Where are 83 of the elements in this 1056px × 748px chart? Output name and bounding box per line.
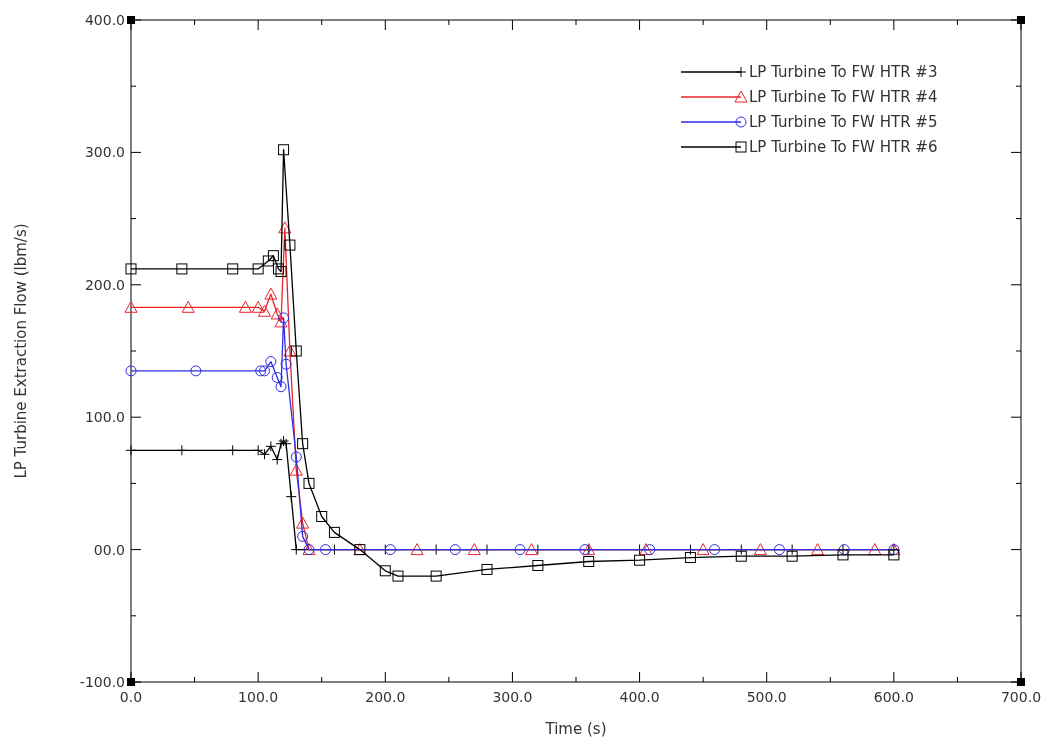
point [379,565,391,577]
point [303,477,315,489]
point [696,543,710,556]
point [264,287,278,300]
point [786,550,798,562]
point [258,304,271,317]
point [259,365,270,377]
point [296,516,310,529]
point [639,543,653,556]
point [124,300,138,313]
point [579,544,591,556]
x-tick-label: 600.0 [873,689,914,705]
y-tick-label: 400.0 [84,12,125,28]
legend-label: LP Turbine To FW HTR #4 [749,88,938,106]
point [283,344,297,357]
legend-label: LP Turbine To FW HTR #5 [749,113,938,131]
x-tick-label: 0.0 [119,689,143,705]
point [270,307,284,320]
y-axis-title: LP Turbine Extraction Flow (lbm/s) [12,223,30,479]
point [275,381,287,393]
point [320,544,332,556]
x-tick-label: 500.0 [746,689,787,705]
point [181,300,195,313]
point [278,144,290,156]
x-tick-label: 400.0 [619,689,660,705]
point [274,315,288,328]
point [316,511,328,522]
point [176,263,188,275]
point [267,250,279,262]
point [297,530,309,542]
point [634,554,646,566]
point [583,556,595,568]
point [837,549,849,561]
point [525,543,538,556]
point [430,570,442,582]
point [328,526,340,538]
point [297,438,309,450]
point [811,543,825,556]
point [284,239,296,251]
point [290,451,302,463]
point [289,463,303,476]
point [238,300,252,313]
point [190,365,202,377]
point [255,365,267,377]
point [265,356,277,368]
point [709,544,721,556]
point [290,345,302,357]
legend-label: LP Turbine To FW HTR #3 [749,63,938,81]
point [888,549,900,561]
point [684,552,696,564]
point [532,559,544,571]
legend-label: LP Turbine To FW HTR #6 [749,138,938,156]
x-tick-label: 200.0 [365,689,406,705]
x-tick-label: 700.0 [1000,689,1042,705]
point [125,263,137,275]
point [410,543,424,556]
point [467,543,481,556]
point [280,358,292,370]
point [449,544,461,556]
point [773,544,785,556]
point [514,544,526,556]
y-tick-label: 00.0 [93,541,125,558]
point [735,550,747,562]
x-tick-label: 300.0 [492,689,533,705]
point [278,221,292,234]
point [753,543,767,556]
y-tick-label: 200.0 [84,276,125,293]
point [262,255,274,267]
point [125,365,137,377]
point [227,263,239,275]
point [251,300,265,313]
point [392,570,404,582]
y-tick-label: 100.0 [84,409,125,426]
x-tick-label: 100.0 [238,689,279,705]
point [278,312,290,324]
y-tick-label: -100.0 [79,674,125,690]
point [384,544,396,556]
x-axis-title: Time (s) [544,720,607,738]
y-tick-label: 300.0 [84,144,125,161]
point [252,263,264,275]
point [271,371,283,383]
point [644,544,656,556]
point [481,563,493,575]
